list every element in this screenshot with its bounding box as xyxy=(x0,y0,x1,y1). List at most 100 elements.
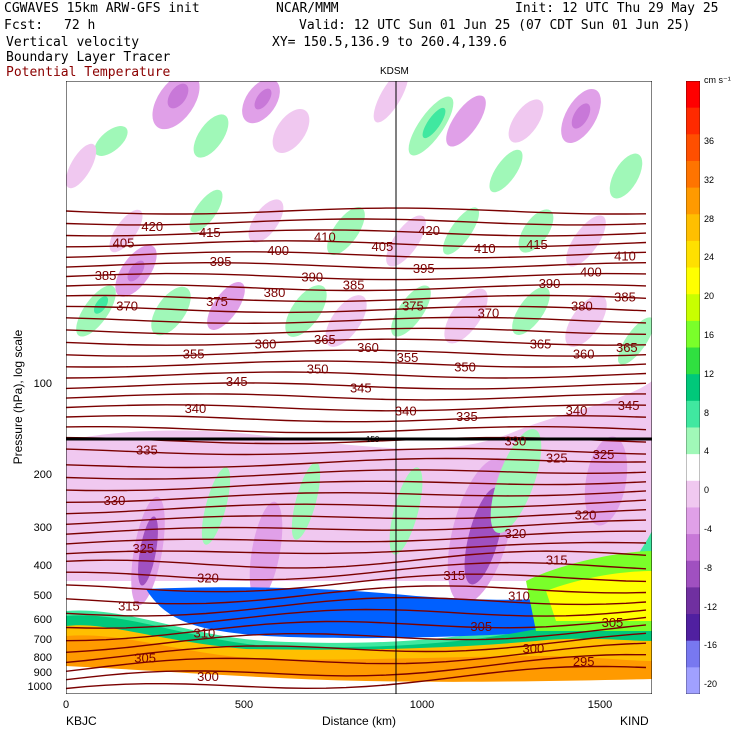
theta-contour-line xyxy=(66,414,647,423)
theta-contour-line xyxy=(66,240,647,248)
colorbar-cell xyxy=(686,640,700,668)
theta-contour-label: 415 xyxy=(526,237,548,252)
colorbar-tick-label: -4 xyxy=(704,524,713,534)
theta-contour-label: 305 xyxy=(470,619,492,634)
theta-contour-label: 410 xyxy=(314,229,336,244)
theta-contour-label: 330 xyxy=(505,433,527,448)
theta-contour-label: 365 xyxy=(616,340,638,355)
tropopause-label: 150 xyxy=(366,435,380,444)
theta-contour-label: 405 xyxy=(372,239,394,254)
theta-contour-line xyxy=(66,541,647,555)
y-tick-label: 800 xyxy=(33,652,52,664)
theta-contour-label: 360 xyxy=(255,337,277,352)
model-title: CGWAVES 15km ARW-GFS init xyxy=(4,1,200,16)
right-station-label: KIND xyxy=(620,714,649,728)
colorbar-cell xyxy=(686,667,700,694)
theta-contour-label: 325 xyxy=(593,447,615,462)
theta-contour-line xyxy=(66,207,647,215)
x-axis-label: Distance (km) xyxy=(322,714,397,728)
colorbar-tick-label: 24 xyxy=(704,252,715,263)
field-vertical-velocity: Vertical velocity xyxy=(6,35,140,50)
theta-contour-label: 320 xyxy=(575,507,597,522)
theta-contour-label: 385 xyxy=(614,290,636,305)
theta-contour-label: 305 xyxy=(602,615,624,630)
x-tick-label: 1000 xyxy=(409,699,435,711)
theta-contour-line xyxy=(66,426,647,434)
theta-contour-line xyxy=(66,469,647,480)
theta-contour-line xyxy=(66,404,647,412)
theta-contour-label: 315 xyxy=(546,552,568,567)
kdsm-station-label: KDSM xyxy=(380,66,409,77)
theta-contour-line xyxy=(66,371,647,379)
theta-contour-line xyxy=(66,616,647,642)
colorbar-tick-label: 0 xyxy=(704,485,710,496)
theta-contour-label: 355 xyxy=(183,347,205,362)
theta-contour-label: 380 xyxy=(571,298,593,313)
colorbar-tick-label: 4 xyxy=(704,446,710,457)
theta-contour-label: 395 xyxy=(210,254,232,269)
theta-contour-line xyxy=(66,327,647,336)
y-tick-label: 300 xyxy=(33,522,52,534)
colorbar xyxy=(686,81,700,694)
theta-contour-label: 410 xyxy=(474,241,496,256)
theta-contour-line xyxy=(66,316,647,325)
theta-contour-label: 310 xyxy=(508,589,530,604)
theta-contour-label: 295 xyxy=(573,654,595,669)
theta-contour-label: 360 xyxy=(573,347,595,362)
left-station-label: KBJC xyxy=(66,714,97,728)
theta-contour-line xyxy=(66,447,647,456)
colorbar-cell xyxy=(686,587,700,615)
colorbar-tick-label: 8 xyxy=(704,407,710,418)
theta-contour-label: 365 xyxy=(530,337,552,352)
theta-contour-label: 350 xyxy=(454,359,476,374)
theta-contour-line xyxy=(66,573,647,593)
colorbar-cell xyxy=(686,374,700,402)
y-tick-label: 1000 xyxy=(27,681,52,693)
y-tick-label: 600 xyxy=(33,614,52,626)
colorbar-cell xyxy=(686,534,700,562)
theta-contour-line xyxy=(66,283,647,292)
forecast-hour: 72 h xyxy=(64,18,96,33)
colorbar-cell xyxy=(686,107,700,135)
theta-contour-label: 310 xyxy=(194,625,216,640)
field-boundary-layer-tracer: Boundary Layer Tracer xyxy=(6,50,171,65)
colorbar-cell xyxy=(686,134,700,162)
theta-contour-line xyxy=(66,349,647,357)
theta-contour-line xyxy=(66,382,647,390)
theta-contour-line xyxy=(66,550,647,569)
organization-label: NCAR/MMM xyxy=(276,1,339,16)
theta-contour-line xyxy=(66,509,647,525)
colorbar-cell xyxy=(686,427,700,455)
cross-section-plot: 150 420 415 405 410 405 420 410 415 410 400 395 395… xyxy=(66,81,652,694)
theta-contour-line xyxy=(66,338,647,346)
theta-contour-label: 335 xyxy=(456,409,478,424)
y-tick-label: 700 xyxy=(33,634,52,646)
colorbar-tick-label: -12 xyxy=(704,601,718,612)
theta-contour-label: 420 xyxy=(141,219,163,234)
colorbar-cell xyxy=(686,214,700,242)
x-tick-label: 1500 xyxy=(587,699,613,711)
theta-contour-line xyxy=(66,272,647,281)
colorbar-cell xyxy=(686,614,700,642)
colorbar-tick-label: -16 xyxy=(704,640,718,651)
theta-contour-label: 410 xyxy=(614,249,636,264)
theta-contour-label: 305 xyxy=(134,651,156,666)
theta-contour-line xyxy=(66,393,647,401)
theta-contour-label: 315 xyxy=(443,568,465,583)
colorbar-cell xyxy=(686,347,700,375)
theta-contour-label: 320 xyxy=(505,526,527,541)
forecast-label: Fcst: xyxy=(4,18,44,33)
theta-contour-line xyxy=(66,218,647,226)
theta-contour-label: 325 xyxy=(546,450,568,465)
colorbar-tick-label: 20 xyxy=(704,291,715,302)
colorbar-tick-label: 28 xyxy=(704,213,715,224)
theta-contour-label: 345 xyxy=(350,380,372,395)
theta-contour-line xyxy=(66,251,647,259)
theta-contour-labels: 420 415 405 410 405 420 410 415 410 400 395 395 400 3… xyxy=(95,219,640,684)
field-potential-temperature: Potential Temperature xyxy=(6,65,171,80)
colorbar-cell xyxy=(686,240,700,269)
theta-contour-label: 300 xyxy=(197,669,219,684)
theta-contour-line xyxy=(66,585,647,605)
colorbar-cell xyxy=(686,267,700,295)
colorbar-tick-label: -20 xyxy=(704,679,718,690)
